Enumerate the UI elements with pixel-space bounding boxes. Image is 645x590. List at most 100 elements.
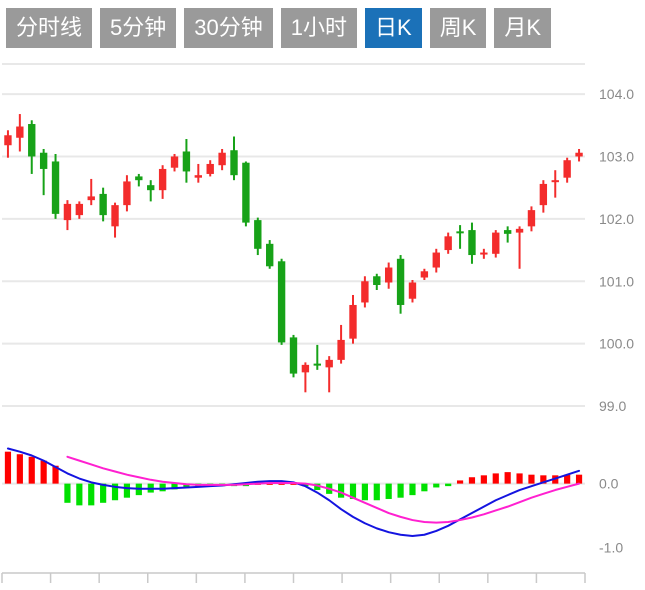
macd-bar (385, 483, 392, 499)
candle-body (63, 203, 72, 221)
price-tick-label: 100.0 (599, 336, 634, 352)
macd-bar (421, 483, 428, 492)
tab-4[interactable]: 1小时 (280, 8, 357, 48)
candle-body (289, 337, 298, 374)
candle-body (218, 152, 226, 166)
price-axis-labels: 104.0 103.0 102.0 101.0 100.0 99.0 0.0 -1.0 (599, 86, 634, 555)
candle-body (4, 135, 12, 146)
macd-bar (361, 483, 368, 501)
candle-body (480, 252, 488, 255)
macd-bar (111, 483, 119, 501)
candle-body (456, 231, 464, 234)
price-tick-label: 102.0 (599, 211, 634, 227)
candle-body (194, 175, 203, 178)
macd-bar (171, 483, 178, 490)
candle-body (337, 339, 345, 360)
macd-bar (52, 465, 59, 484)
candle-body (16, 126, 24, 138)
candle-body (503, 230, 512, 234)
candle-body (444, 236, 452, 251)
gridlines (2, 63, 585, 485)
candle-body (147, 185, 155, 191)
candle-body (87, 196, 95, 201)
candle-body (111, 205, 119, 227)
macd-bar (40, 460, 47, 484)
candle-body (492, 232, 500, 254)
macd-bar (540, 475, 547, 484)
candle-body (28, 124, 36, 157)
candle-body (575, 152, 583, 157)
candle-body (349, 304, 357, 339)
tab-2[interactable]: 5分钟 (100, 8, 177, 48)
macd-bar (480, 475, 487, 484)
tab-6[interactable]: 周K (429, 8, 487, 48)
candle-body (158, 168, 167, 191)
candle-body (75, 203, 84, 216)
candle-body (254, 220, 262, 249)
tab-3[interactable]: 30分钟 (184, 8, 273, 48)
macd-bar (445, 483, 452, 487)
candle-body (206, 163, 214, 174)
price-tick-label: 104.0 (599, 86, 634, 102)
price-tick-label: 103.0 (599, 148, 634, 164)
macd-bar (183, 483, 190, 488)
macd-bar (433, 483, 440, 488)
candle-body (373, 276, 381, 285)
macd-bar (302, 483, 309, 487)
macd-bar (159, 483, 166, 492)
candle-body (515, 228, 524, 233)
macd-bar (397, 483, 404, 498)
candle-body (170, 156, 179, 168)
macd-bar (123, 483, 131, 498)
candle-body (551, 180, 559, 183)
candle-body (242, 162, 250, 223)
chart-area[interactable]: 104.0 103.0 102.0 101.0 100.0 99.0 0.0 -1.0 (0, 56, 645, 590)
candle-body (230, 150, 238, 176)
candle-body (99, 193, 107, 216)
macd-bar (516, 473, 523, 484)
candlestick-series (4, 114, 583, 393)
macd-bar (456, 480, 464, 484)
period-tab-bar: 分时线 5分钟 30分钟 1小时 日K 周K 月K (0, 0, 645, 56)
candle-body (51, 161, 60, 214)
macd-bar (528, 474, 535, 484)
macd-bar (28, 456, 35, 484)
candle-body (301, 364, 310, 373)
tab-1[interactable]: 分时线 (6, 8, 93, 48)
chart-canvas[interactable]: 104.0 103.0 102.0 101.0 100.0 99.0 0.0 -1.0 (0, 56, 645, 590)
macd-bar (337, 483, 345, 498)
candle-body (277, 261, 286, 343)
macd-bar (504, 472, 511, 484)
tab-5[interactable]: 日K (365, 8, 422, 48)
candle-body (266, 243, 274, 267)
candle-body (420, 271, 429, 278)
candle-body (361, 281, 369, 303)
macd-bar (16, 454, 23, 484)
price-tick-label: 101.0 (599, 273, 634, 289)
candle-body (432, 252, 440, 268)
candle-body (539, 183, 548, 206)
tab-7[interactable]: 月K (494, 8, 552, 48)
candle-body (396, 258, 405, 305)
candle-body (408, 282, 417, 299)
macd-bar (564, 474, 571, 484)
price-tick-label: 99.0 (599, 398, 626, 414)
macd-tick-label: -1.0 (599, 540, 623, 556)
candle-body (123, 181, 131, 206)
x-axis-ticks (1, 572, 586, 583)
macd-bar (575, 474, 583, 484)
macd-tick-label: 0.0 (599, 476, 619, 492)
macd-bar (409, 483, 416, 496)
candle-body (468, 230, 476, 256)
macd-bar (76, 483, 83, 506)
macd-bar (88, 483, 95, 506)
macd-bar (4, 451, 12, 484)
candle-body (135, 176, 143, 181)
dea-line (66, 455, 581, 524)
macd-bar (492, 473, 499, 484)
macd-bar (373, 483, 380, 501)
candle-body (313, 363, 321, 366)
candle-body (527, 210, 536, 227)
candle-body (384, 267, 393, 283)
